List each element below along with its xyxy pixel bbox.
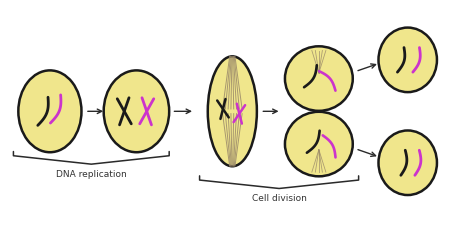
Ellipse shape bbox=[285, 112, 353, 176]
Ellipse shape bbox=[285, 46, 353, 111]
Text: Cell division: Cell division bbox=[252, 194, 307, 203]
Ellipse shape bbox=[18, 70, 82, 152]
Ellipse shape bbox=[104, 70, 169, 152]
Ellipse shape bbox=[379, 130, 437, 195]
Text: DNA replication: DNA replication bbox=[56, 170, 127, 179]
Ellipse shape bbox=[379, 28, 437, 92]
Ellipse shape bbox=[208, 56, 257, 166]
